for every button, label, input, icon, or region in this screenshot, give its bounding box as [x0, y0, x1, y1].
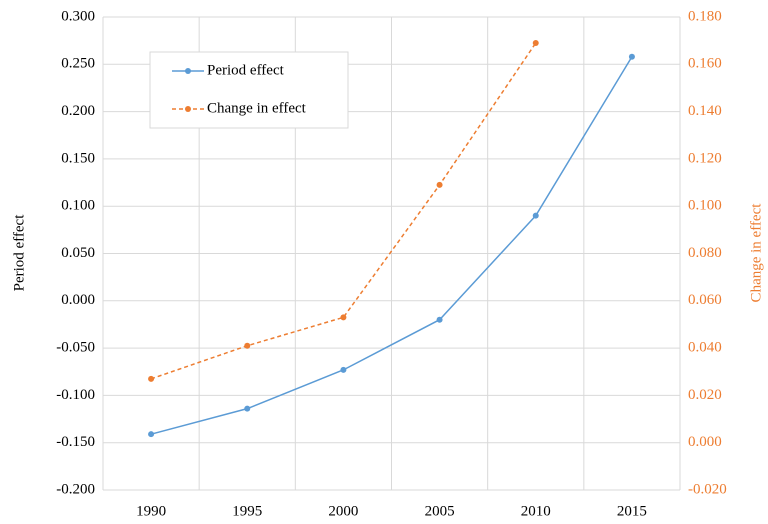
y2-tick-label: 0.060 — [688, 292, 722, 308]
y2-tick-label: 0.080 — [688, 245, 722, 261]
y-tick-label: -0.200 — [56, 481, 95, 497]
series-line — [150, 42, 537, 380]
y2-tick-label: 0.120 — [688, 150, 722, 166]
y2-tick-label: 0.020 — [688, 387, 722, 403]
x-tick-label: 2005 — [425, 503, 455, 519]
y2-tick-label: 0.180 — [688, 8, 722, 24]
x-tick-label: 2010 — [521, 503, 551, 519]
y-tick-label: -0.150 — [56, 434, 95, 450]
y-tick-label: 0.200 — [61, 103, 95, 119]
y-tick-label: 0.000 — [61, 292, 95, 308]
legend-label: Change in effect — [207, 100, 307, 116]
point — [340, 366, 347, 373]
series-line — [150, 56, 633, 435]
y2-tick-label: 0.160 — [688, 56, 722, 72]
y-tick-label: -0.050 — [56, 340, 95, 356]
x-tick-label: 2000 — [328, 503, 358, 519]
y-tick-label: 0.050 — [61, 245, 95, 261]
y2-tick-label: 0.140 — [688, 103, 722, 119]
point — [628, 53, 635, 60]
y-tick-label: 0.300 — [61, 8, 95, 24]
point — [532, 212, 539, 219]
point — [340, 314, 347, 321]
point — [532, 40, 539, 47]
y-axis-label: Period effect — [11, 214, 27, 292]
point — [436, 316, 443, 323]
y-tick-label: 0.150 — [61, 150, 95, 166]
y2-tick-label: 0.040 — [688, 340, 722, 356]
y-tick-label: 0.250 — [61, 56, 95, 72]
x-tick-label: 2015 — [617, 503, 647, 519]
y-tick-label: 0.100 — [61, 198, 95, 214]
legend-marker — [185, 68, 191, 74]
point — [244, 342, 251, 349]
y2-tick-label: -0.020 — [688, 481, 727, 497]
legend-marker — [185, 106, 191, 112]
point — [436, 181, 443, 188]
y-tick-label: -0.100 — [56, 387, 95, 403]
point — [148, 431, 155, 438]
x-tick-label: 1995 — [232, 503, 262, 519]
y2-axis-label: Change in effect — [748, 203, 764, 303]
point — [244, 405, 251, 412]
legend-box — [149, 51, 349, 129]
y2-tick-label: 0.100 — [688, 198, 722, 214]
y2-tick-label: 0.000 — [688, 434, 722, 450]
x-tick-label: 1990 — [136, 503, 166, 519]
point — [148, 375, 155, 382]
legend-label: Period effect — [207, 62, 285, 78]
